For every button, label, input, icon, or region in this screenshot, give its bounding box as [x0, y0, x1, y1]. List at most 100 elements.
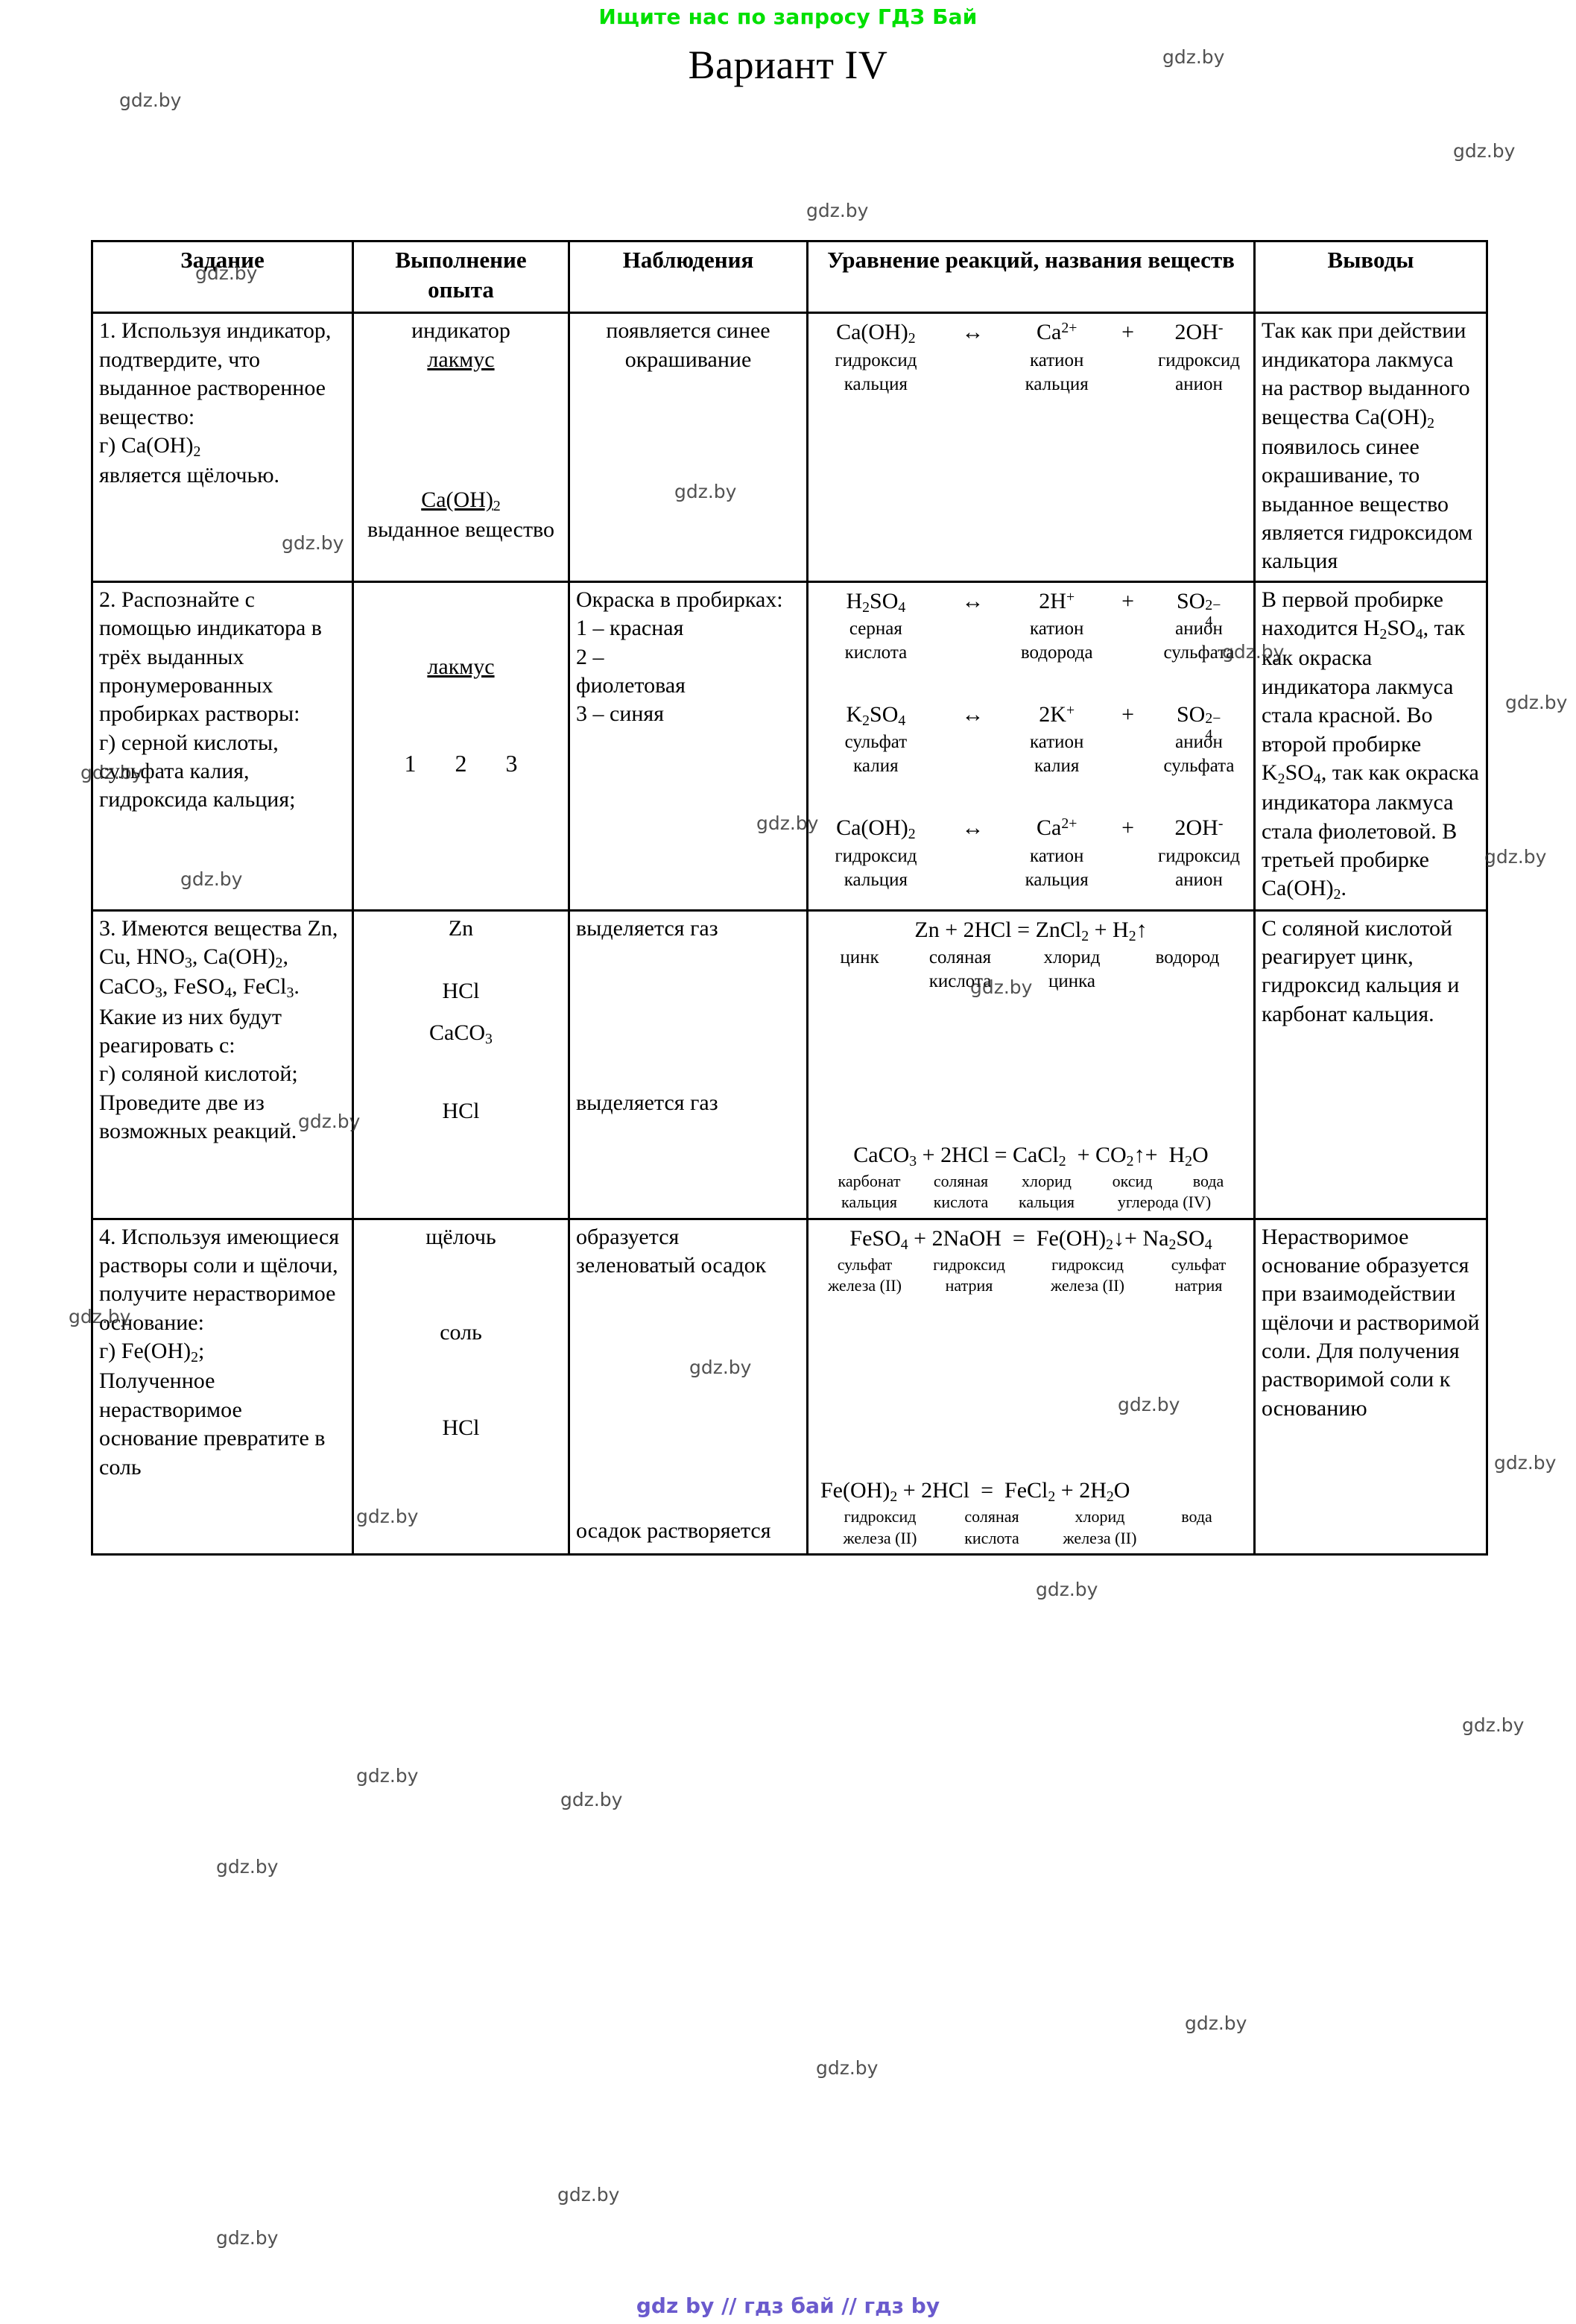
watermark: gdz.by — [1494, 1452, 1557, 1474]
task-4-text: 4. Используя имеющиеся растворы соли и щ… — [99, 1224, 340, 1335]
experiment-substance-label: выданное вещество — [367, 517, 555, 543]
eq-arrow-icon: ↔ — [961, 320, 984, 345]
eq-arrow-icon: ↔ — [961, 588, 984, 613]
equation-formula-line: CaCO3 + 2HCl = CaCl2 + CO2↑+ H2O — [853, 1142, 1209, 1169]
equation-names-line-2: железа (II) кислота железа (II) — [843, 1528, 1137, 1547]
test-tube-numbers: 1 2 3 — [360, 748, 562, 779]
experiment-item-zn: Zn — [448, 915, 474, 941]
watermark: gdz.by — [806, 200, 869, 221]
tube-number-1: 1 — [404, 750, 417, 777]
cell-experiment-2: лакмус 1 2 3 — [352, 580, 570, 912]
observation-3-second: выделяется газ — [576, 1090, 718, 1116]
experiment-litmus-label: лакмус — [427, 654, 495, 679]
cell-equation-1: Ca(OH)2 ↔ Ca2+ + 2OH- гидроксид катион г… — [806, 312, 1256, 583]
eq-reactant: K2SO4 — [846, 702, 906, 729]
task-1-closing: является щёлочью. — [99, 463, 280, 488]
watermark: gdz.by — [816, 2057, 879, 2079]
column-header-observation: Наблюдения — [568, 239, 808, 315]
cell-task-2: 2. Распознайте с помощью индикатора в тр… — [91, 580, 354, 912]
bottom-promo-banner: gdz by // гдз бай // гдз by — [636, 2293, 940, 2318]
watermark: gdz.by — [1453, 140, 1516, 162]
equation-names-line-1: гидроксид соляная хлорид вода — [844, 1507, 1212, 1526]
experiment-item-salt: соль — [440, 1319, 482, 1345]
experiment-substance-formula: Ca(OH)2 — [421, 487, 501, 515]
cell-experiment-4: щёлочь соль HCl — [352, 1217, 570, 1556]
watermark: gdz.by — [119, 89, 182, 111]
experiment-item-caco3: CaCO3 — [429, 1020, 493, 1048]
equation-names-line-1: карбонат соляная хлорид оксид вода — [838, 1172, 1224, 1191]
conclusion-1-part-b: появилось синее окрашивание, то выданное… — [1262, 434, 1473, 574]
observation-4-second: осадок растворяется — [576, 1518, 771, 1544]
column-header-equation: Уравнение реакций, названия веществ — [806, 239, 1256, 315]
task-1-text: 1. Используя индикатор, подтвердите, что… — [99, 318, 332, 429]
eq-plus-sign: + — [1121, 702, 1135, 727]
experiment-item-hcl: HCl — [442, 1415, 480, 1441]
watermark: gdz.by — [1185, 2012, 1247, 2034]
eq-product-anion: SO 2− 4 — [1177, 702, 1221, 743]
equation-names-line-2: кислота цинка — [928, 970, 1095, 991]
watermark: gdz.by — [1484, 846, 1547, 868]
equation-group-2: Fe(OH)2 + 2HCl = FeCl2 + 2H2O гидроксид … — [814, 1477, 1247, 1549]
eq-arrow-icon: ↔ — [961, 702, 984, 727]
lab-work-table: Задание Выполнение опыта Наблюдения Урав… — [91, 239, 1488, 1556]
cell-observation-2: Окраска в пробирках: 1 – красная 2 – фио… — [568, 580, 808, 912]
task-4-closing: Полученное нерастворимое основание превр… — [99, 1368, 326, 1480]
eq-product-anion: 2OH- — [1174, 320, 1224, 345]
observation-2-line-0: Окраска в пробирках: — [576, 587, 783, 612]
watermark: gdz.by — [560, 1789, 623, 1810]
table-row: 2. Распознайте с помощью индикатора в тр… — [91, 580, 1488, 912]
experiment-item-alkali: щёлочь — [425, 1224, 496, 1249]
equation-group-2: CaCO3 + 2HCl = CaCl2 + CO2↑+ H2O карбона… — [814, 1141, 1247, 1213]
observation-3-first: выделяется газ — [576, 915, 718, 941]
equation-formula-line: Zn + 2HCl = ZnCl2 + H2↑ — [914, 917, 1148, 944]
equation-group-1: FeSO4 + 2NaOH = Fe(OH)2↓+ Na2SO4 сульфат… — [814, 1225, 1247, 1297]
equation-names-line-1: гидроксид катион гидроксид — [835, 845, 1241, 866]
cell-equation-3: Zn + 2HCl = ZnCl2 + H2↑ цинк соляная хло… — [806, 909, 1256, 1220]
cell-task-4: 4. Используя имеющиеся растворы соли и щ… — [91, 1217, 354, 1556]
equation-formula-line: Ca(OH)2 ↔ Ca2+ + 2OH- — [814, 814, 1247, 844]
table-row: 4. Используя имеющиеся растворы соли и щ… — [91, 1217, 1488, 1556]
cell-equation-4: FeSO4 + 2NaOH = Fe(OH)2↓+ Na2SO4 сульфат… — [806, 1217, 1256, 1556]
table-row: 3. Имеются вещества Zn, Cu, HNO3, Ca(OH)… — [91, 909, 1488, 1220]
table-header-row: Задание Выполнение опыта Наблюдения Урав… — [91, 239, 1488, 315]
eq-arrow-icon: ↔ — [961, 815, 984, 841]
eq-product-cation: Ca2+ — [1037, 815, 1077, 841]
experiment-litmus-label: лакмус — [427, 347, 495, 372]
cell-conclusion-4: Нерастворимое основание образуется при в… — [1253, 1217, 1488, 1556]
equation-group-3: Ca(OH)2 ↔ Ca2+ + 2OH- гидроксид катион г… — [814, 814, 1247, 891]
tube-number-2: 2 — [455, 750, 467, 777]
equation-names-line-1: цинк соляная хлорид водород — [840, 947, 1220, 967]
task-1-option: г) Ca(OH)2 — [99, 432, 201, 460]
watermark: gdz.by — [1462, 1714, 1525, 1736]
equation-names-line-2: калия калия сульфата — [853, 756, 1235, 777]
watermark: gdz.by — [1036, 1579, 1098, 1600]
equation-group-1: Ca(OH)2 ↔ Ca2+ + 2OH- гидроксид катион г… — [814, 318, 1247, 396]
cell-experiment-3: Zn HCl CaCO3 HCl — [352, 909, 570, 1220]
watermark: gdz.by — [356, 1765, 419, 1787]
observation-2-line-4: 3 – синяя — [576, 701, 665, 727]
cell-equation-2: H2SO4 ↔ 2H+ + SO 2− 4 серная катион анион — [806, 580, 1256, 912]
column-header-conclusion: Выводы — [1253, 239, 1488, 315]
equation-names-line-2: железа (II) натрия железа (II) натрия — [828, 1275, 1223, 1295]
equation-names-line-1: серная катион анион — [849, 619, 1223, 639]
column-header-experiment: Выполнение опыта — [352, 239, 570, 315]
equation-formula-line: FeSO4 + 2NaOH = Fe(OH)2↓+ Na2SO4 — [849, 1225, 1212, 1253]
watermark: gdz.by — [557, 2184, 620, 2205]
tube-number-3: 3 — [505, 750, 518, 777]
equation-formula-line: K2SO4 ↔ 2K+ + SO 2− 4 — [814, 701, 1247, 743]
equation-names-line-1: гидроксид катион гидроксид — [835, 350, 1241, 370]
eq-product-anion: 2OH- — [1174, 815, 1224, 841]
task-2-option: г) серной кислоты, сульфата калия, гидро… — [99, 730, 296, 812]
task-2-text: 2. Распознайте с помощью индикатора в тр… — [99, 587, 322, 727]
equation-formula-line: Fe(OH)2 + 2HCl = FeCl2 + 2H2O — [820, 1478, 1130, 1506]
task-3-text: 3. Имеются вещества Zn, Cu, HNO3, Ca(OH)… — [99, 915, 338, 1058]
eq-plus-sign: + — [1121, 588, 1135, 613]
experiment-item-hcl-1: HCl — [442, 979, 480, 1004]
task-3-closing: Проведите две из возможных реакций. — [99, 1090, 297, 1144]
page-title: Вариант IV — [688, 42, 888, 87]
equation-names-line-2: кальция кальция анион — [844, 869, 1223, 890]
cell-conclusion-2: В первой пробирке находится H2SO4, так к… — [1253, 580, 1488, 912]
equation-formula-line: H2SO4 ↔ 2H+ + SO 2− 4 — [814, 587, 1247, 630]
equation-names-line-2: кальция кислота кальция углерода (IV) — [841, 1193, 1212, 1212]
eq-product-cation: 2K+ — [1039, 702, 1075, 727]
